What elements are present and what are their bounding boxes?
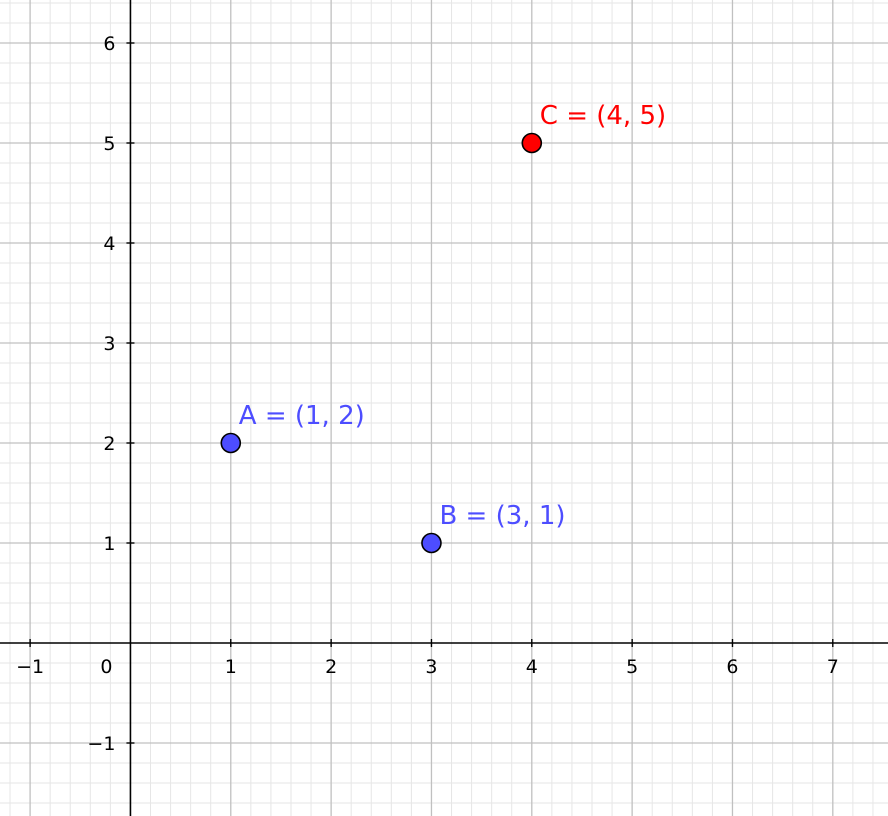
point-c-label: C = (4, 5) [540, 101, 666, 131]
point-a-marker[interactable] [220, 432, 242, 454]
point-b[interactable]: B = (3, 1) [421, 501, 566, 554]
points[interactable]: A = (1, 2) B = (3, 1) C = (4, 5) [220, 101, 666, 554]
y-tick-label: 6 [103, 33, 115, 55]
y-tick-label: 2 [103, 433, 115, 455]
point-b-marker[interactable] [421, 532, 442, 554]
x-tick-label: −1 [16, 656, 44, 678]
point-a-label: A = (1, 2) [239, 401, 365, 431]
x-tick-label: 1 [225, 656, 237, 678]
x-tick-label: 4 [526, 656, 538, 678]
x-tick-label: 2 [325, 656, 337, 678]
y-tick-label: 4 [103, 233, 115, 255]
point-b-label: B = (3, 1) [439, 501, 565, 531]
x-tick-label: 0 [100, 656, 112, 678]
y-tick-label: 3 [103, 333, 115, 355]
point-c-marker[interactable] [521, 132, 543, 154]
point-a[interactable]: A = (1, 2) [220, 401, 365, 454]
x-tick-label: 3 [425, 656, 437, 678]
y-tick-label: 5 [103, 133, 115, 155]
x-tick-label: 7 [827, 656, 839, 678]
tick-labels: −1 0 1 2 3 4 5 6 7 −1 1 2 3 4 5 6 [16, 33, 839, 755]
x-tick-label: 5 [626, 656, 638, 678]
point-c[interactable]: C = (4, 5) [521, 101, 666, 154]
x-tick-label: 6 [726, 656, 738, 678]
y-tick-label: 1 [103, 533, 115, 555]
y-tick-label: −1 [87, 733, 115, 755]
